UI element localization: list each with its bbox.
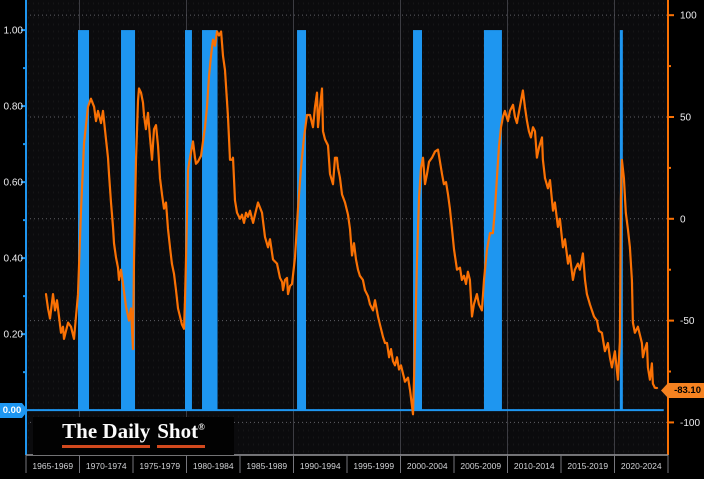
right-axis-current-value-badge: -83.10 — [661, 383, 704, 398]
left-axis-current-value-badge: 0.00 — [0, 403, 28, 418]
x-axis-tick-label: 1965-1969 — [32, 461, 73, 471]
registered-trademark-symbol: ® — [198, 422, 205, 432]
left-axis-current-value: 0.00 — [2, 405, 22, 416]
right-axis-tick-label: -50 — [680, 316, 695, 327]
right-axis-tick-label: 100 — [680, 11, 697, 22]
left-axis-tick-label: 1.00 — [4, 26, 24, 37]
x-axis-tick-label: 1995-1999 — [353, 461, 394, 471]
left-axis-tick-label: 0.60 — [4, 178, 24, 189]
watermark-shot-text: Shot — [157, 419, 199, 443]
recession-bar — [297, 30, 307, 411]
x-axis-tick-label: 1985-1989 — [246, 461, 287, 471]
indicator-line — [44, 30, 659, 416]
left-axis-tick-label: 0.40 — [4, 254, 24, 265]
watermark-text-part2: Shot® — [157, 419, 205, 448]
left-axis-tick-label: 0.20 — [4, 330, 24, 341]
recession-bar — [121, 30, 136, 411]
x-axis-tick-label: 2020-2024 — [621, 461, 662, 471]
x-axis-tick-label: 1975-1979 — [139, 461, 180, 471]
right-axis-tick-label: 0 — [680, 214, 686, 225]
x-axis-tick-label: 2000-2004 — [407, 461, 448, 471]
x-axis-tick-label: 2005-2009 — [460, 461, 501, 471]
recession-bar — [78, 30, 90, 411]
left-axis-tick-label: 0.80 — [4, 102, 24, 113]
x-axis-tick-label: 2010-2014 — [514, 461, 555, 471]
daily-shot-watermark: The Daily Shot® — [33, 417, 234, 455]
x-axis-tick-label: 2015-2019 — [567, 461, 608, 471]
x-axis-tick-label: 1970-1974 — [86, 461, 127, 471]
x-axis-tick-label: 1980-1984 — [193, 461, 234, 471]
right-axis-tick-label: -100 — [680, 418, 700, 429]
recession-bar — [202, 30, 218, 411]
watermark-text-part1: The Daily — [62, 419, 151, 448]
x-axis-tick-label: 1990-1994 — [300, 461, 341, 471]
recession-bar — [185, 30, 192, 411]
right-axis-current-value: -83.10 — [674, 385, 701, 396]
right-axis-tick-label: 50 — [680, 112, 692, 123]
